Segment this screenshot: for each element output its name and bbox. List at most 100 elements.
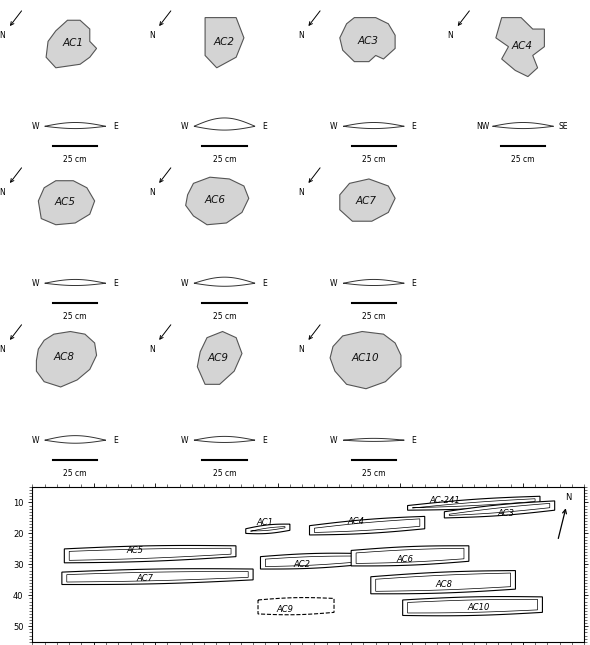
Text: 25 cm: 25 cm	[64, 312, 87, 321]
Text: E: E	[412, 435, 417, 444]
Polygon shape	[46, 20, 97, 68]
Text: W: W	[181, 122, 188, 131]
Text: N: N	[298, 32, 304, 41]
Text: E: E	[263, 122, 267, 131]
Polygon shape	[408, 496, 540, 510]
Text: E: E	[113, 279, 118, 288]
Polygon shape	[194, 118, 255, 130]
Text: AC3: AC3	[358, 36, 379, 46]
Text: AC4: AC4	[348, 517, 365, 526]
Polygon shape	[412, 499, 535, 508]
Text: W: W	[181, 435, 188, 444]
Polygon shape	[351, 546, 469, 566]
Polygon shape	[258, 597, 334, 615]
Polygon shape	[38, 181, 94, 224]
Text: AC8: AC8	[53, 352, 74, 362]
Text: 25 cm: 25 cm	[362, 469, 385, 478]
Polygon shape	[343, 123, 404, 128]
Text: 25 cm: 25 cm	[213, 155, 236, 164]
Text: 25 cm: 25 cm	[362, 312, 385, 321]
Polygon shape	[340, 179, 395, 221]
Text: AC8: AC8	[436, 580, 453, 589]
Text: AC2: AC2	[214, 37, 234, 47]
Text: AC6: AC6	[396, 555, 414, 564]
Text: N: N	[149, 32, 155, 41]
Polygon shape	[343, 439, 404, 441]
Text: AC1: AC1	[62, 39, 83, 48]
Text: AC4: AC4	[512, 41, 533, 51]
Text: 25 cm: 25 cm	[362, 155, 385, 164]
Text: N: N	[447, 32, 453, 41]
Polygon shape	[194, 277, 255, 286]
Text: N: N	[0, 345, 5, 354]
Text: 25 cm: 25 cm	[213, 469, 236, 478]
Text: AC10: AC10	[467, 603, 490, 612]
Text: E: E	[263, 435, 267, 444]
Polygon shape	[314, 519, 420, 533]
Polygon shape	[402, 597, 542, 616]
Text: 25 cm: 25 cm	[512, 155, 535, 164]
Polygon shape	[310, 517, 425, 535]
Text: 25 cm: 25 cm	[213, 312, 236, 321]
Polygon shape	[64, 546, 236, 563]
Text: AC5: AC5	[55, 197, 76, 207]
Text: E: E	[412, 279, 417, 288]
Text: W: W	[181, 279, 188, 288]
Polygon shape	[371, 571, 516, 594]
Text: N: N	[149, 188, 155, 197]
Polygon shape	[186, 177, 249, 224]
Text: NW: NW	[476, 122, 490, 131]
Polygon shape	[45, 435, 106, 443]
Polygon shape	[45, 279, 106, 286]
Text: E: E	[113, 122, 118, 131]
Polygon shape	[67, 571, 248, 582]
Polygon shape	[194, 437, 255, 442]
Text: AC6: AC6	[205, 195, 226, 205]
Polygon shape	[444, 501, 555, 518]
Polygon shape	[266, 556, 359, 566]
Text: AC2: AC2	[294, 560, 311, 569]
Text: N: N	[565, 493, 571, 502]
Polygon shape	[45, 123, 106, 128]
Text: 25 cm: 25 cm	[64, 469, 87, 478]
Text: AC3: AC3	[497, 509, 514, 518]
Text: W: W	[330, 279, 337, 288]
Polygon shape	[246, 524, 290, 534]
Text: W: W	[31, 279, 39, 288]
Polygon shape	[205, 17, 244, 68]
Text: N: N	[298, 345, 304, 354]
Polygon shape	[356, 548, 464, 564]
Text: AC-241: AC-241	[429, 497, 460, 506]
Text: SE: SE	[559, 122, 568, 131]
Text: AC9: AC9	[208, 353, 229, 362]
Polygon shape	[340, 17, 395, 62]
Polygon shape	[330, 332, 401, 389]
Text: 25 cm: 25 cm	[64, 155, 87, 164]
Text: AC9: AC9	[277, 605, 293, 614]
Polygon shape	[37, 332, 97, 387]
Text: W: W	[31, 435, 39, 444]
Text: W: W	[330, 435, 337, 444]
Text: E: E	[113, 435, 118, 444]
Text: N: N	[149, 345, 155, 354]
Polygon shape	[493, 123, 553, 128]
Polygon shape	[197, 332, 242, 384]
Polygon shape	[251, 526, 285, 531]
Text: E: E	[263, 279, 267, 288]
Text: N: N	[0, 32, 5, 41]
Text: AC7: AC7	[356, 195, 376, 206]
Polygon shape	[376, 573, 510, 591]
Polygon shape	[343, 279, 404, 286]
Text: W: W	[31, 122, 39, 131]
Text: W: W	[330, 122, 337, 131]
Text: AC5: AC5	[127, 546, 144, 555]
Text: N: N	[0, 188, 5, 197]
Text: E: E	[412, 122, 417, 131]
Text: AC7: AC7	[137, 574, 154, 583]
Polygon shape	[408, 599, 537, 613]
Polygon shape	[496, 17, 545, 77]
Text: AC1: AC1	[257, 518, 274, 527]
Polygon shape	[62, 569, 253, 584]
Polygon shape	[449, 503, 550, 515]
Polygon shape	[260, 553, 363, 569]
